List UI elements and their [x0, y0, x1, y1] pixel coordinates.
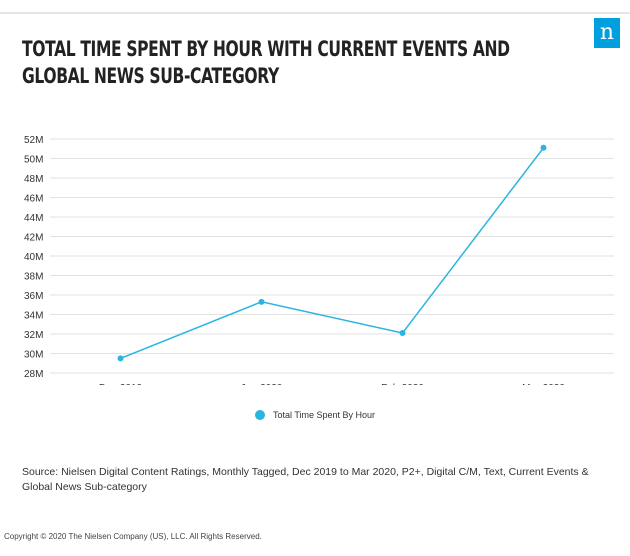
x-axis-ticks: Dec-2019 Jan-2020 Feb-2020 Mar-2020 [99, 383, 566, 385]
copyright-text: Copyright © 2020 The Nielsen Company (US… [4, 532, 262, 541]
y-tick-label: 34M [24, 311, 43, 322]
chart-title: TOTAL TIME SPENT BY HOUR WITH CURRENT EV… [22, 37, 510, 88]
y-tick-label: 28M [24, 369, 43, 380]
legend-label: Total Time Spent By Hour [272, 410, 376, 420]
y-tick-label: 40M [24, 252, 43, 263]
x-tick-label: Mar-2020 [522, 383, 565, 385]
y-tick-label: 52M [24, 135, 43, 146]
y-tick-label: 50M [24, 155, 43, 166]
y-tick-label: 44M [24, 213, 43, 224]
data-point [540, 144, 547, 151]
series-group [117, 144, 547, 362]
y-tick-label: 38M [24, 272, 43, 283]
line-chart: 28M30M32M34M36M38M40M42M44M46M48M50M52M … [24, 135, 614, 385]
y-tick-label: 42M [24, 233, 43, 244]
legend: Total Time Spent By Hour [0, 410, 630, 420]
source-note: Source: Nielsen Digital Content Ratings,… [22, 466, 589, 493]
data-point [258, 298, 265, 305]
grid-lines [50, 138, 614, 374]
legend-marker-icon [254, 410, 265, 420]
data-point [117, 355, 124, 362]
y-tick-label: 32M [24, 330, 43, 341]
x-tick-label: Feb-2020 [381, 383, 424, 385]
y-tick-label: 36M [24, 291, 43, 302]
x-tick-label: Dec-2019 [99, 383, 143, 385]
y-tick-label: 46M [24, 194, 43, 205]
top-divider [0, 12, 630, 14]
y-tick-label: 48M [24, 174, 43, 185]
series-line [120, 147, 545, 360]
data-point [399, 330, 406, 337]
y-tick-label: 30M [24, 350, 43, 361]
x-tick-label: Jan-2020 [241, 383, 283, 385]
y-axis-ticks: 28M 30M 32M 34M 36M 38M 40M 42M 44M 46M 48M 50M 52M [24, 135, 43, 380]
nielsen-logo: n [594, 18, 620, 48]
